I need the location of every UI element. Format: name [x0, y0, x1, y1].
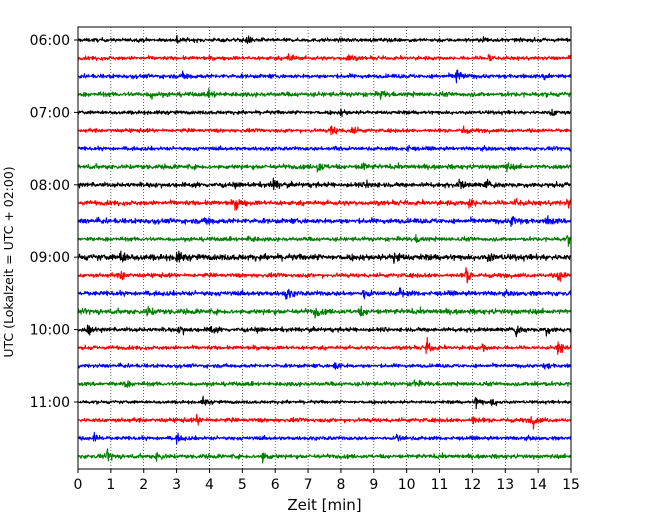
x-tick-label: 5 [238, 477, 247, 493]
x-tick-label: 11 [431, 477, 449, 493]
trace-line [77, 125, 572, 136]
trace-line [77, 431, 572, 445]
trace-line [77, 69, 572, 84]
trace-line [77, 197, 572, 211]
x-tick-label: 1 [106, 477, 115, 493]
x-tick-label: 8 [336, 477, 345, 493]
x-tick-label: 12 [463, 477, 481, 493]
trace-line [77, 336, 572, 355]
x-tick-label: 4 [205, 477, 214, 493]
trace-line [77, 144, 572, 153]
x-tick-label: 15 [562, 477, 580, 493]
trace-line [77, 87, 572, 100]
x-axis-ticks: 0 1 2 3 4 5 6 7 8 9 10 11 12 13 14 15 [74, 469, 580, 493]
y-tick-label: 10:00 [30, 323, 70, 339]
y-axis-label: UTC (Lokalzeit = UTC + 02:00) [1, 166, 16, 357]
x-tick-label: 9 [369, 477, 378, 493]
trace-line [77, 324, 572, 338]
x-axis-label: Zeit [min] [287, 496, 361, 514]
trace-line [77, 162, 572, 173]
trace-line [77, 34, 572, 44]
x-tick-label: 10 [398, 477, 416, 493]
trace-line [77, 215, 572, 228]
trace-line [77, 108, 572, 118]
y-tick-label: 07:00 [30, 105, 70, 121]
y-tick-label: 11:00 [30, 395, 70, 411]
x-tick-label: 13 [496, 477, 514, 493]
y-axis-ticks: 06:00 07:00 08:00 09:00 10:00 11:00 [30, 33, 78, 411]
x-tick-label: 14 [529, 477, 547, 493]
trace-line [77, 379, 572, 388]
trace-line [77, 177, 572, 191]
trace-group [77, 34, 572, 464]
trace-line [77, 53, 572, 62]
trace-line [77, 287, 572, 300]
x-tick-label: 0 [74, 477, 83, 493]
trace-line [77, 413, 572, 430]
trace-line [77, 234, 572, 247]
plot-area [78, 27, 571, 469]
trace-line [77, 448, 572, 464]
x-tick-label: 2 [139, 477, 148, 493]
trace-line [77, 267, 572, 284]
axes-frame [77, 26, 572, 470]
trace-line [77, 395, 572, 410]
trace-line [77, 250, 572, 265]
trace-line [77, 305, 572, 319]
y-tick-label: 08:00 [30, 178, 70, 194]
x-tick-label: 6 [271, 477, 280, 493]
x-tick-label: 7 [304, 477, 313, 493]
x-tick-label: 3 [172, 477, 181, 493]
y-tick-label: 06:00 [30, 33, 70, 49]
trace-line [77, 362, 572, 370]
y-tick-label: 09:00 [30, 250, 70, 266]
